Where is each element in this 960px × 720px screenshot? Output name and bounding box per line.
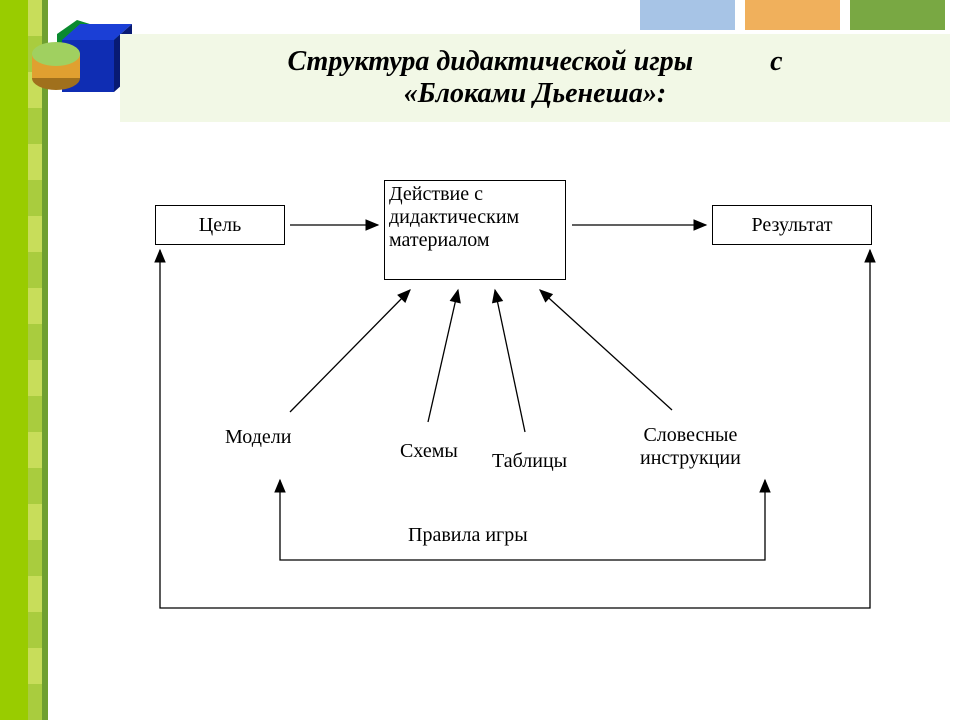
top-block-orange (745, 0, 840, 30)
label-schemes: Схемы (400, 440, 458, 463)
label-models: Модели (225, 426, 291, 449)
title-line2: «Блоками Дьенеша»: (404, 78, 666, 110)
label-schemes-text: Схемы (400, 440, 458, 462)
node-result: Результат (712, 205, 872, 245)
label-verbal: Словесные инструкции (640, 424, 741, 470)
node-action: Действие с дидактическим материалом (384, 180, 566, 280)
node-goal: Цель (155, 205, 285, 245)
label-rules-text: Правила игры (408, 524, 528, 546)
title-bar: Структура дидактической игры с «Блоками … (120, 34, 950, 122)
slide-stage: Структура дидактической игры с «Блоками … (0, 0, 960, 720)
label-models-text: Модели (225, 426, 291, 448)
label-rules: Правила игры (408, 524, 528, 547)
label-tables: Таблицы (492, 450, 567, 473)
node-result-text: Результат (751, 214, 832, 237)
label-tables-text: Таблицы (492, 450, 567, 472)
top-block-green (850, 0, 945, 30)
node-goal-text: Цель (199, 214, 241, 237)
node-action-text: Действие с дидактическим материалом (389, 183, 519, 252)
top-block-blue (640, 0, 735, 30)
label-verbal-text: Словесные инструкции (640, 424, 741, 469)
title-line1: Структура дидактической игры с (287, 46, 782, 78)
